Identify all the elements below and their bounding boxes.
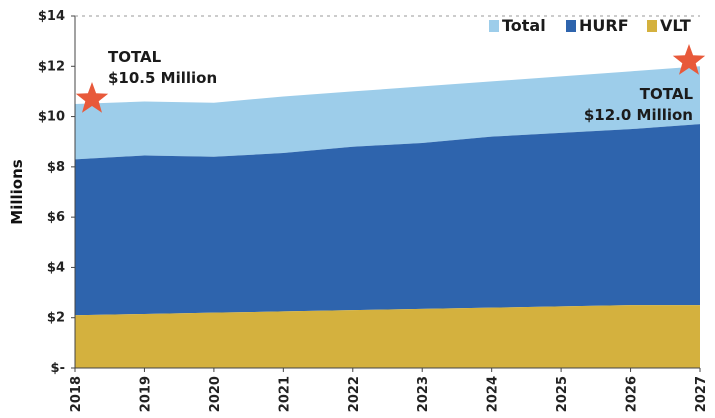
y-tick-label: $10 — [38, 110, 65, 125]
star-marker-2018 — [75, 82, 109, 113]
series-area-total — [75, 66, 700, 160]
x-tick-label: 2023 — [416, 376, 431, 412]
x-tick-label: 2024 — [486, 376, 501, 412]
legend-label-total: Total — [502, 16, 546, 35]
series-area-vlt — [75, 305, 700, 368]
annotation-value-2027: $12.0 Million — [584, 106, 693, 124]
legend-swatch-vlt — [647, 20, 657, 32]
y-tick-label: $2 — [47, 311, 65, 326]
x-tick-label: 2026 — [625, 376, 640, 412]
x-tick-label: 2022 — [347, 376, 362, 412]
star-marker-2027 — [672, 44, 706, 75]
annotation-value-2018: $10.5 Million — [108, 69, 217, 87]
legend-swatch-total — [489, 20, 499, 32]
tick-labels: $- $2 $4 $6 $8 $10 $12 $14 2018 2019 2020 2021 2022 2… — [38, 9, 709, 412]
series-area-hurf — [75, 124, 700, 316]
plot-areas — [75, 66, 700, 368]
x-tick-label: 2020 — [208, 376, 223, 412]
x-tick-label: 2018 — [69, 376, 84, 412]
y-tick-label: $6 — [47, 210, 65, 225]
legend-label-vlt: VLT — [660, 16, 691, 35]
legend-label-hurf: HURF — [579, 16, 629, 35]
annotation-label-2027: TOTAL — [640, 85, 694, 103]
axes — [71, 15, 701, 372]
y-tick-label: $14 — [38, 9, 65, 24]
y-tick-label: $12 — [38, 59, 65, 74]
legend: Total HURF VLT — [489, 16, 691, 35]
annotation-label-2018: TOTAL — [108, 48, 162, 66]
x-tick-label: 2027 — [694, 376, 709, 412]
y-tick-label: $8 — [47, 160, 65, 175]
legend-swatch-hurf — [566, 20, 576, 32]
y-tick-label: $- — [51, 361, 65, 376]
x-tick-label: 2021 — [277, 376, 292, 412]
x-tick-label: 2025 — [555, 376, 570, 412]
x-tick-label: 2019 — [138, 376, 153, 412]
annotations: TOTAL $10.5 Million TOTAL $12.0 Million — [75, 44, 706, 124]
y-tick-label: $4 — [47, 260, 65, 275]
y-axis-label: Millions — [8, 159, 26, 224]
